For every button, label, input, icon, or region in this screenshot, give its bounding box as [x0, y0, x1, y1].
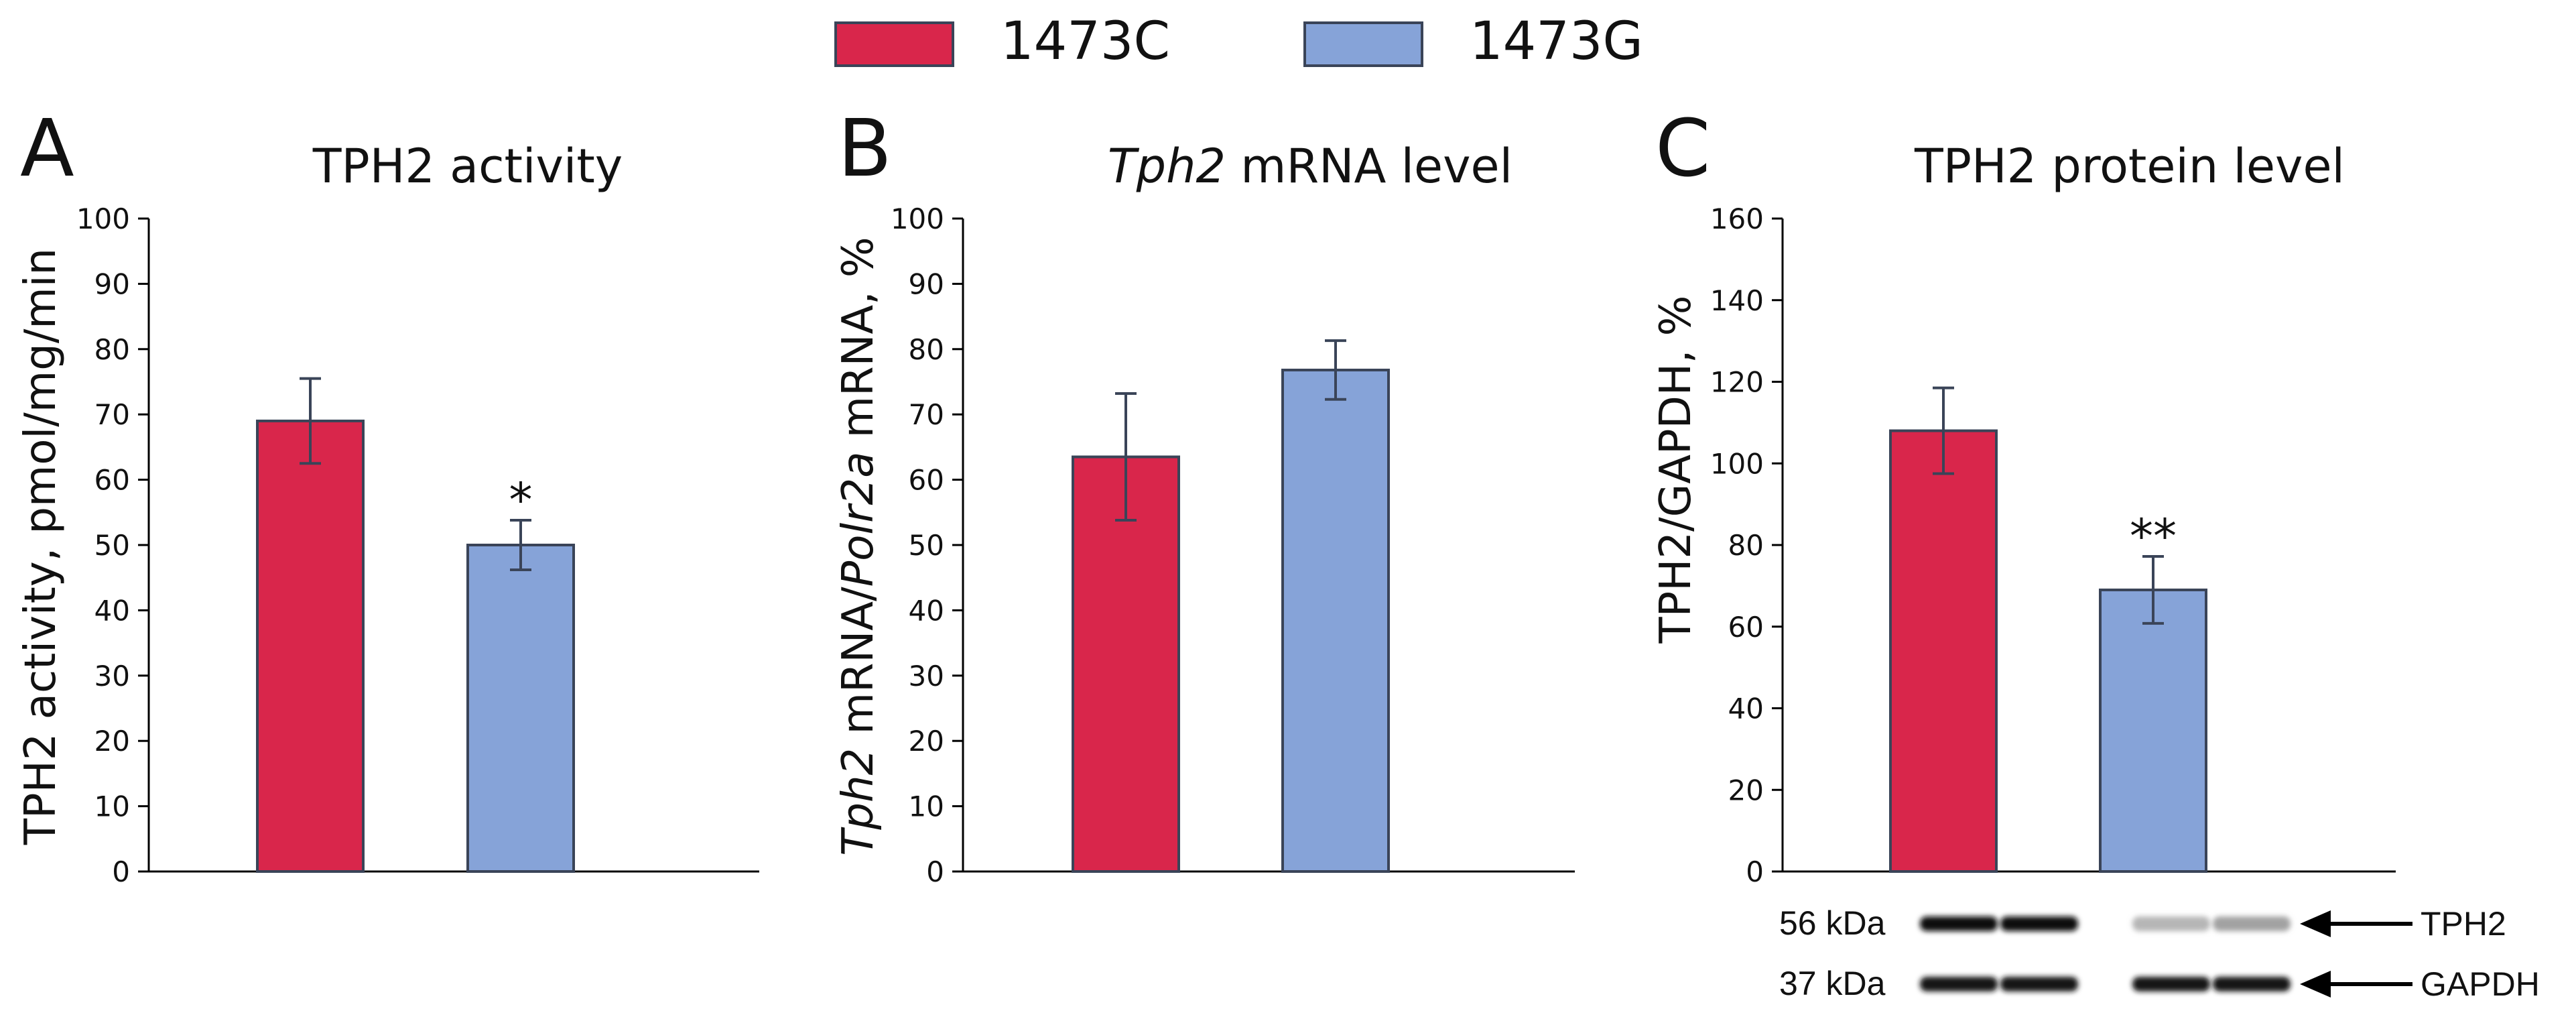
y-axis-label-B: Tph2 mRNA/Polr2a mRNA, % [834, 237, 883, 855]
y-tick-label-B: 60 [909, 464, 944, 497]
y-tick-label-B: 80 [909, 333, 944, 366]
y-tick-label-B: 70 [909, 398, 944, 431]
y-tick-label-A: 100 [76, 202, 130, 235]
y-tick-label-C: 160 [1710, 202, 1764, 235]
blot-size-label-TPH2: 56 kDa [1779, 904, 1886, 942]
bar-B-1473C [1072, 455, 1180, 873]
bar-C-1473C [1889, 429, 1998, 873]
y-tick-label-C: 0 [1746, 855, 1764, 888]
y-tick-label-B: 0 [926, 855, 944, 888]
panel-letter-B: B [838, 102, 892, 194]
panel-B: B Tph2 mRNA level Tph2 mRNA/Polr2a mRNA, %… [834, 102, 1575, 888]
blot-arrowhead-GAPDH [2300, 971, 2331, 998]
panel-letter-A: A [20, 102, 74, 194]
panel-letter-C: C [1655, 102, 1710, 194]
y-tick-label-B: 40 [909, 594, 944, 627]
y-axis-label-A: TPH2 activity, pmol/mg/min [16, 248, 66, 845]
panel-title-C: TPH2 protein level [1914, 139, 2345, 194]
bar-B-1473G [1281, 368, 1390, 873]
y-tick-label-A: 0 [112, 855, 130, 888]
legend-label-1473G: 1473G [1470, 11, 1643, 72]
panel-title-B: Tph2 mRNA level [1108, 139, 1512, 194]
western-blot: 56 kDa TPH2 37 kDa GAPDH [1779, 904, 2540, 1003]
y-tick-label-B: 20 [909, 725, 944, 758]
panel-title-A: TPH2 activity [312, 139, 623, 194]
significance-marker-A: * [509, 473, 533, 528]
blot-size-label-GAPDH: 37 kDa [1779, 965, 1886, 1002]
y-tick-label-C: 100 [1710, 447, 1764, 480]
y-tick-label-C: 80 [1728, 529, 1764, 562]
panel-C: C TPH2 protein level TPH2/GAPDH, % 0 20 40 60 8… [1651, 102, 2396, 888]
y-tick-label-C: 120 [1710, 366, 1764, 399]
y-tick-label-A: 90 [94, 267, 130, 300]
blot-band-TPH2 [1920, 916, 1998, 931]
significance-marker-C: ** [2130, 509, 2177, 564]
blot-protein-label-GAPDH: GAPDH [2421, 965, 2540, 1003]
legend-label-1473C: 1473C [1001, 11, 1170, 72]
bar-A-1473G [466, 544, 575, 873]
blot-protein-label-TPH2: TPH2 [2421, 905, 2506, 943]
y-tick-label-B: 90 [909, 267, 944, 300]
bar-A-1473C [256, 419, 365, 873]
y-tick-label-A: 20 [94, 725, 130, 758]
y-tick-label-A: 10 [94, 790, 130, 823]
y-tick-label-A: 80 [94, 333, 130, 366]
legend-swatch-1473C [834, 21, 954, 67]
blot-band-GAPDH [1920, 977, 1998, 991]
y-tick-label-C: 140 [1710, 284, 1764, 317]
y-tick-label-A: 40 [94, 594, 130, 627]
y-tick-label-B: 30 [909, 660, 944, 693]
y-tick-label-B: 100 [891, 202, 944, 235]
y-tick-label-C: 60 [1728, 611, 1764, 644]
y-tick-label-A: 30 [94, 660, 130, 693]
y-tick-label-C: 40 [1728, 693, 1764, 725]
y-tick-label-A: 70 [94, 398, 130, 431]
bar-C-1473G [2099, 588, 2207, 874]
blot-band-GAPDH [2000, 977, 2078, 991]
y-tick-label-A: 60 [94, 464, 130, 497]
y-axis-label-C: TPH2/GAPDH, % [1651, 296, 1701, 644]
blot-band-TPH2 [2132, 916, 2210, 931]
y-tick-label-C: 20 [1728, 774, 1764, 806]
blot-arrowhead-TPH2 [2300, 910, 2331, 937]
y-tick-label-B: 10 [909, 790, 944, 823]
blot-band-TPH2 [2213, 916, 2291, 931]
blot-band-GAPDH [2132, 977, 2210, 991]
legend-swatch-1473G [1303, 21, 1423, 67]
blot-band-TPH2 [2000, 916, 2078, 931]
y-tick-label-A: 50 [94, 529, 130, 562]
y-tick-label-B: 50 [909, 529, 944, 562]
blot-band-GAPDH [2213, 977, 2291, 991]
panel-A: A TPH2 activity TPH2 activity, pmol/mg/min… [16, 102, 759, 888]
